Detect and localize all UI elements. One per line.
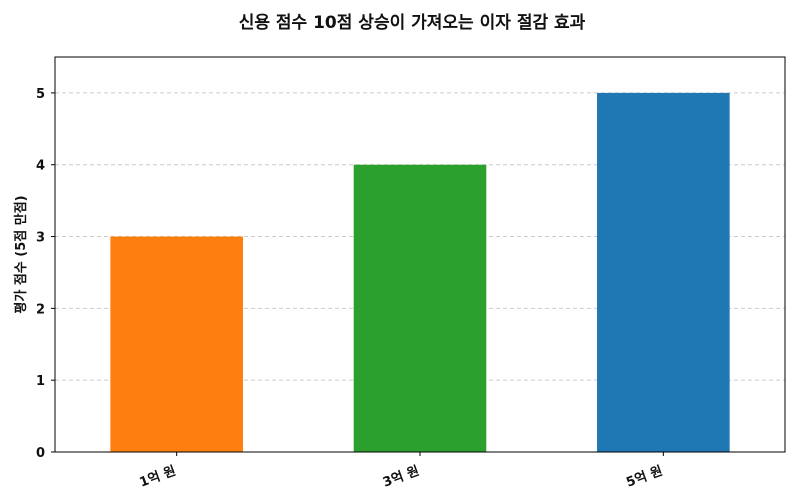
bar-3 bbox=[597, 92, 730, 452]
y-tick-label: 3 bbox=[36, 231, 45, 246]
y-tick-label: 5 bbox=[36, 87, 45, 102]
y-tick-label: 0 bbox=[36, 446, 45, 461]
bars bbox=[110, 92, 730, 452]
bar-1 bbox=[110, 236, 243, 452]
x-tick-label: 3억 원 bbox=[381, 464, 421, 491]
x-tick-label: 5억 원 bbox=[624, 464, 664, 491]
bar-2 bbox=[353, 164, 487, 452]
y-tick-label: 4 bbox=[36, 159, 45, 174]
x-tick-label: 1억 원 bbox=[138, 464, 178, 491]
chart-title: 신용 점수 10점 상승이 가져오는 이자 절감 효과 bbox=[239, 12, 586, 33]
x-axis-ticks: 1억 원 3억 원 5억 원 bbox=[138, 452, 665, 491]
y-tick-label: 2 bbox=[36, 302, 45, 317]
y-axis-ticks: 0 1 2 3 4 5 bbox=[36, 87, 55, 461]
y-tick-label: 1 bbox=[36, 374, 45, 389]
y-axis-label: 평가 점수 (5점 만점) bbox=[13, 195, 29, 313]
